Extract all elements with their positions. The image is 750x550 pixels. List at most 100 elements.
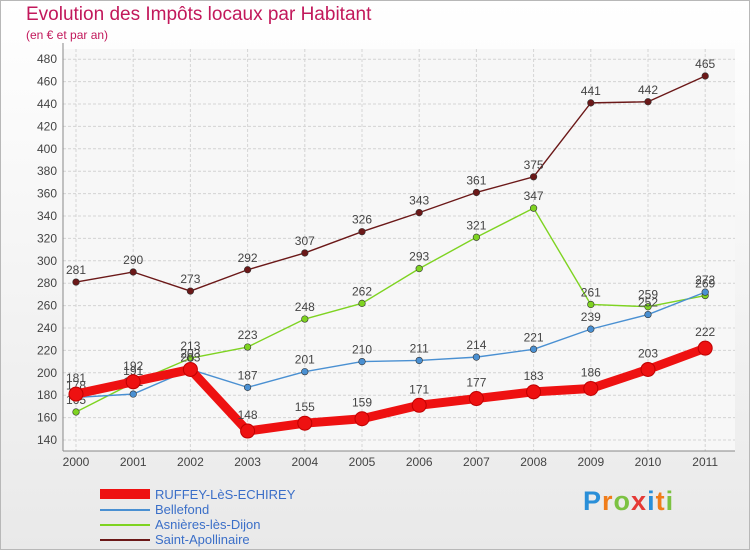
data-point: [472, 353, 481, 361]
data-label: 192: [123, 359, 143, 373]
data-label: 252: [638, 296, 658, 310]
legend-swatch-saint-apollinaire: [100, 539, 150, 541]
data-label: 214: [466, 338, 486, 352]
y-tick-label: 160: [37, 411, 57, 425]
data-label: 272: [695, 273, 715, 287]
data-point: [354, 411, 370, 427]
data-point: [701, 72, 709, 80]
data-point: [644, 98, 652, 106]
data-label: 181: [66, 371, 86, 385]
chart-title: Evolution des Impôts locaux par Habitant: [26, 4, 372, 25]
data-label: 269: [695, 277, 715, 291]
data-point: [186, 287, 194, 295]
data-point: [182, 361, 198, 377]
data-label: 186: [581, 365, 601, 379]
legend-label-ruffey: RUFFEY-LèS-ECHIREY: [155, 487, 296, 502]
legend-label-saint-apollinaire: Saint-Apollinaire: [155, 532, 250, 547]
series-line: [75, 75, 706, 292]
data-label: 347: [524, 189, 544, 203]
data-label: 259: [638, 288, 658, 302]
data-point: [587, 325, 595, 333]
data-point: [411, 397, 427, 413]
logo-letter: i: [647, 486, 656, 516]
chart-subtitle: (en € et par an): [26, 28, 109, 42]
data-label: 281: [66, 263, 86, 277]
logo-letter: P: [583, 486, 603, 516]
data-label: 210: [352, 343, 372, 357]
data-point: [529, 345, 538, 353]
y-tick-label: 320: [37, 231, 57, 245]
data-point: [468, 391, 484, 407]
data-point: [644, 303, 652, 311]
data-label: 375: [524, 158, 544, 172]
data-label: 292: [238, 251, 258, 265]
y-tick-label: 240: [37, 321, 57, 335]
data-label: 361: [466, 173, 486, 187]
data-label: 187: [238, 368, 258, 382]
y-tick-label: 360: [37, 187, 57, 201]
data-label: 239: [581, 310, 601, 324]
x-tick-label: 2000: [63, 455, 90, 469]
data-label: 183: [524, 369, 544, 383]
y-tick-label: 420: [37, 119, 57, 133]
data-point: [297, 415, 313, 431]
data-point: [72, 278, 80, 286]
data-label: 261: [581, 285, 601, 299]
data-label: 248: [295, 300, 315, 314]
data-point: [244, 266, 252, 274]
data-label: 148: [238, 408, 258, 422]
data-point: [358, 228, 366, 236]
x-tick-label: 2008: [520, 455, 547, 469]
y-tick-label: 300: [37, 254, 57, 268]
y-tick-label: 200: [37, 366, 57, 380]
legend-swatch-asnieres: [100, 524, 150, 526]
data-label: 442: [638, 83, 658, 97]
data-label: 343: [409, 194, 429, 208]
data-point: [415, 209, 423, 217]
data-point: [529, 204, 538, 212]
logo-letter: i: [665, 486, 675, 516]
data-point: [415, 356, 423, 365]
logo-letter: x: [631, 486, 648, 516]
data-point: [640, 361, 656, 377]
x-tick-label: 2010: [635, 455, 662, 469]
data-label: 221: [524, 330, 544, 344]
data-label: 293: [409, 250, 429, 264]
data-point: [301, 315, 309, 323]
x-tick-label: 2005: [349, 455, 376, 469]
y-tick-label: 220: [37, 343, 57, 357]
y-tick-label: 380: [37, 164, 57, 178]
data-point: [415, 265, 423, 273]
data-point: [529, 173, 538, 181]
data-label: 307: [295, 234, 315, 248]
data-point: [68, 386, 84, 402]
data-label: 203: [180, 346, 200, 360]
data-label: 211: [410, 341, 429, 355]
data-point: [244, 343, 252, 351]
logo-letter: t: [655, 486, 666, 516]
x-tick-label: 2003: [234, 455, 261, 469]
data-point: [129, 390, 137, 398]
plot-area: [63, 49, 735, 451]
data-label: 222: [695, 325, 715, 339]
data-point: [72, 408, 80, 416]
legend-swatch-bellefond: [100, 509, 150, 511]
y-tick-label: 480: [37, 52, 57, 66]
legend-label-bellefond: Bellefond: [155, 502, 210, 517]
y-tick-label: 400: [37, 142, 57, 156]
series-line: [75, 207, 706, 413]
y-tick-label: 140: [37, 433, 57, 447]
data-point: [472, 233, 481, 241]
data-point: [701, 288, 709, 296]
data-point: [697, 340, 713, 356]
data-label: 177: [466, 376, 486, 390]
data-label: 213: [180, 339, 200, 353]
x-tick-label: 2006: [406, 455, 433, 469]
data-point: [244, 383, 252, 391]
data-label: 465: [695, 57, 715, 71]
data-label: 171: [409, 382, 429, 396]
x-tick-label: 2002: [177, 455, 204, 469]
data-label: 326: [352, 213, 372, 227]
x-tick-label: 2004: [291, 455, 318, 469]
